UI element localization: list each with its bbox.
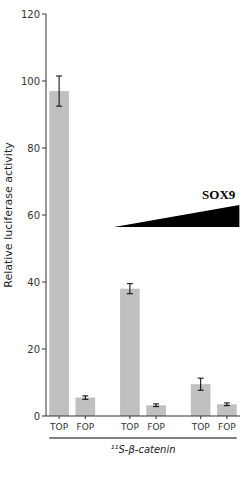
group-underline xyxy=(49,438,236,439)
y-tick-label: 80 xyxy=(27,143,40,154)
bars xyxy=(49,76,236,416)
y-tick-label: 40 xyxy=(27,277,40,288)
y-tick xyxy=(42,81,46,82)
bar xyxy=(120,289,140,416)
bar xyxy=(75,398,95,416)
y-axis-line xyxy=(46,14,47,416)
y-tick-label: 120 xyxy=(21,9,40,20)
y-tick xyxy=(42,282,46,283)
y-tick-label: 100 xyxy=(21,76,40,87)
x-tick-label: TOP xyxy=(191,422,211,432)
error-cap xyxy=(153,403,159,404)
error-stem xyxy=(129,284,130,294)
error-bar xyxy=(224,403,230,406)
y-tick xyxy=(42,148,46,149)
error-cap xyxy=(198,378,204,379)
y-tick-label: 0 xyxy=(34,411,40,422)
y-tick-label: 60 xyxy=(27,210,40,221)
error-cap xyxy=(224,402,230,403)
error-cap xyxy=(153,406,159,407)
error-bar xyxy=(127,284,133,294)
error-stem xyxy=(200,378,201,390)
error-stem xyxy=(59,76,60,106)
x-tick xyxy=(129,416,130,419)
error-cap xyxy=(82,399,88,400)
bar xyxy=(217,404,237,416)
error-cap xyxy=(127,293,133,294)
y-tick xyxy=(42,416,46,417)
x-tick-label: TOP xyxy=(120,422,140,432)
error-cap xyxy=(127,283,133,284)
y-tick xyxy=(42,14,46,15)
bar xyxy=(49,91,69,416)
x-tick-label: FOP xyxy=(218,422,236,432)
error-cap xyxy=(56,106,62,107)
error-cap xyxy=(224,405,230,406)
error-bar xyxy=(198,378,204,390)
error-bar xyxy=(153,404,159,407)
y-axis-label: Relative luciferase activity xyxy=(2,142,15,288)
error-cap xyxy=(56,75,62,76)
error-cap xyxy=(82,395,88,396)
chart: 0 20 40 60 80 100 120 Relative luciferase activ… xyxy=(0,0,249,478)
y-tick xyxy=(42,349,46,350)
x-tick xyxy=(226,416,227,419)
y-tick-label: 20 xyxy=(27,344,40,355)
x-tick-label: FOP xyxy=(147,422,165,432)
error-bar xyxy=(56,76,62,106)
annotation: SOX9 xyxy=(202,187,236,202)
bar xyxy=(146,405,166,416)
error-bar xyxy=(82,396,88,399)
error-cap xyxy=(198,390,204,391)
x-tick xyxy=(200,416,201,419)
x-tick xyxy=(59,416,60,419)
x-tick xyxy=(156,416,157,419)
sox9-wedge xyxy=(114,205,239,227)
error-stem xyxy=(85,396,86,399)
y-tick xyxy=(42,215,46,216)
x-tick-label: TOP xyxy=(49,422,69,432)
x-axis-line xyxy=(46,416,240,417)
x-axis-label: ¹¹S-β-catenin xyxy=(110,444,175,455)
x-tick-label: FOP xyxy=(76,422,94,432)
x-tick xyxy=(85,416,86,419)
